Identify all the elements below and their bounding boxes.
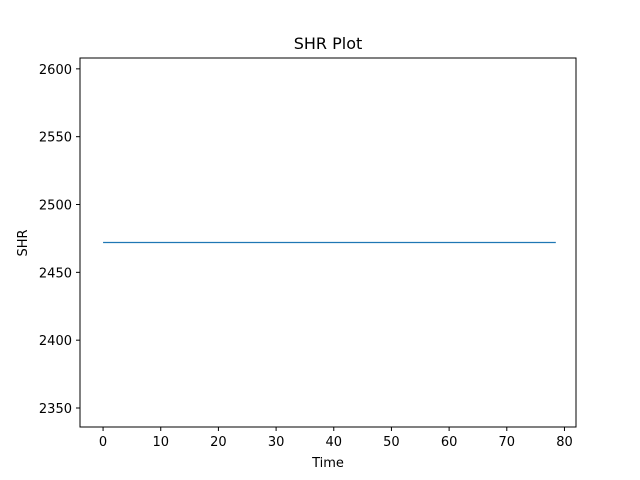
x-tick-label: 30 <box>268 435 285 450</box>
x-tick-label: 80 <box>556 435 573 450</box>
x-tick-label: 20 <box>210 435 227 450</box>
y-tick-label: 2400 <box>39 334 72 349</box>
chart-title: SHR Plot <box>294 34 363 53</box>
y-axis-label: SHR <box>16 229 31 256</box>
x-tick-label: 60 <box>441 435 458 450</box>
x-tick-label: 10 <box>152 435 169 450</box>
y-tick-label: 2600 <box>39 63 72 78</box>
y-axis-ticks: 2350 2400 2450 2500 2550 2600 <box>39 63 80 417</box>
x-tick-label: 50 <box>383 435 400 450</box>
y-tick-label: 2550 <box>39 131 72 146</box>
x-axis-ticks: 0 10 20 30 40 50 60 70 80 <box>99 427 573 450</box>
x-tick-label: 40 <box>325 435 342 450</box>
y-tick-label: 2450 <box>39 266 72 281</box>
plot-frame <box>79 57 577 428</box>
x-axis-label: Time <box>311 456 344 471</box>
y-tick-label: 2500 <box>39 199 72 214</box>
y-tick-label: 2350 <box>39 402 72 417</box>
x-tick-label: 70 <box>499 435 516 450</box>
x-tick-label: 0 <box>99 435 107 450</box>
